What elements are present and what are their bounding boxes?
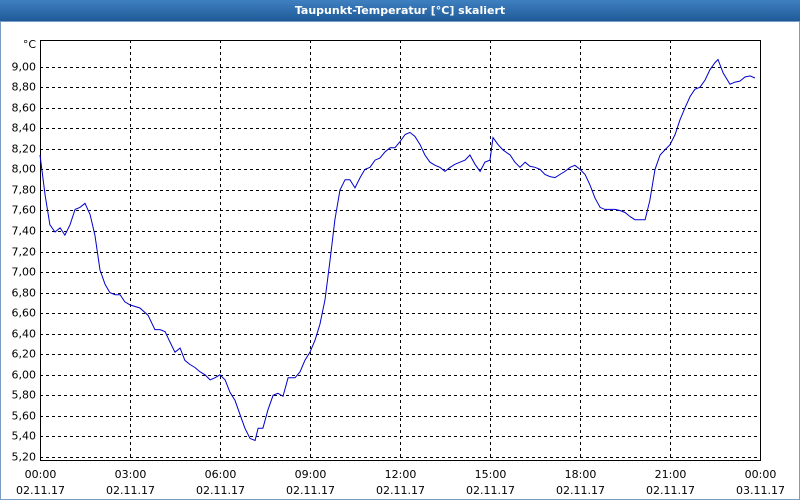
x-tick-label: 00:00 — [25, 468, 57, 481]
x-tick-label: 18:00 — [565, 468, 597, 481]
y-tick-label: 8,40 — [12, 122, 37, 135]
x-tick-date: 02.11.17 — [16, 484, 65, 497]
chart-title: Taupunkt-Temperatur [°C] skaliert — [295, 4, 505, 17]
y-tick-label: 8,00 — [12, 163, 37, 176]
x-tick-label: 03:00 — [115, 468, 147, 481]
y-tick-label: 6,00 — [12, 369, 37, 382]
x-tick-label: 06:00 — [205, 468, 237, 481]
y-tick-label: 8,80 — [12, 81, 37, 94]
x-tick-date: 02.11.17 — [466, 484, 515, 497]
x-tick-label: 21:00 — [655, 468, 687, 481]
x-tick-date: 02.11.17 — [646, 484, 695, 497]
y-tick-label: 8,60 — [12, 102, 37, 115]
y-tick-label: 7,20 — [12, 246, 37, 259]
y-tick-label: 5,20 — [12, 451, 37, 464]
y-tick-label: 6,40 — [12, 328, 37, 341]
y-tick-label: 5,60 — [12, 410, 37, 423]
x-tick-date: 02.11.17 — [286, 484, 335, 497]
y-tick-label: 7,60 — [12, 204, 37, 217]
y-tick-label: 7,80 — [12, 184, 37, 197]
x-tick-date: 02.11.17 — [106, 484, 155, 497]
y-tick-label: 6,60 — [12, 307, 37, 320]
title-bar — [0, 0, 800, 21]
x-tick-label: 15:00 — [475, 468, 507, 481]
y-tick-label: 6,20 — [12, 348, 37, 361]
y-tick-label: 7,00 — [12, 266, 37, 279]
y-tick-label: 8,20 — [12, 143, 37, 156]
x-tick-date: 03.11.17 — [736, 484, 785, 497]
x-tick-date: 02.11.17 — [376, 484, 425, 497]
x-tick-label: 12:00 — [385, 468, 417, 481]
y-tick-label: 6,80 — [12, 287, 37, 300]
y-tick-label: 5,40 — [12, 430, 37, 443]
y-unit: °C — [23, 38, 37, 51]
x-tick-label: 00:00 — [745, 468, 777, 481]
x-tick-label: 09:00 — [295, 468, 327, 481]
y-tick-label: 7,40 — [12, 225, 37, 238]
x-tick-date: 02.11.17 — [556, 484, 605, 497]
data-line — [39, 58, 756, 442]
y-tick-label: 9,00 — [12, 61, 37, 74]
plot-frame — [40, 40, 761, 461]
x-tick-date: 02.11.17 — [196, 484, 245, 497]
y-tick-label: 5,80 — [12, 389, 37, 402]
